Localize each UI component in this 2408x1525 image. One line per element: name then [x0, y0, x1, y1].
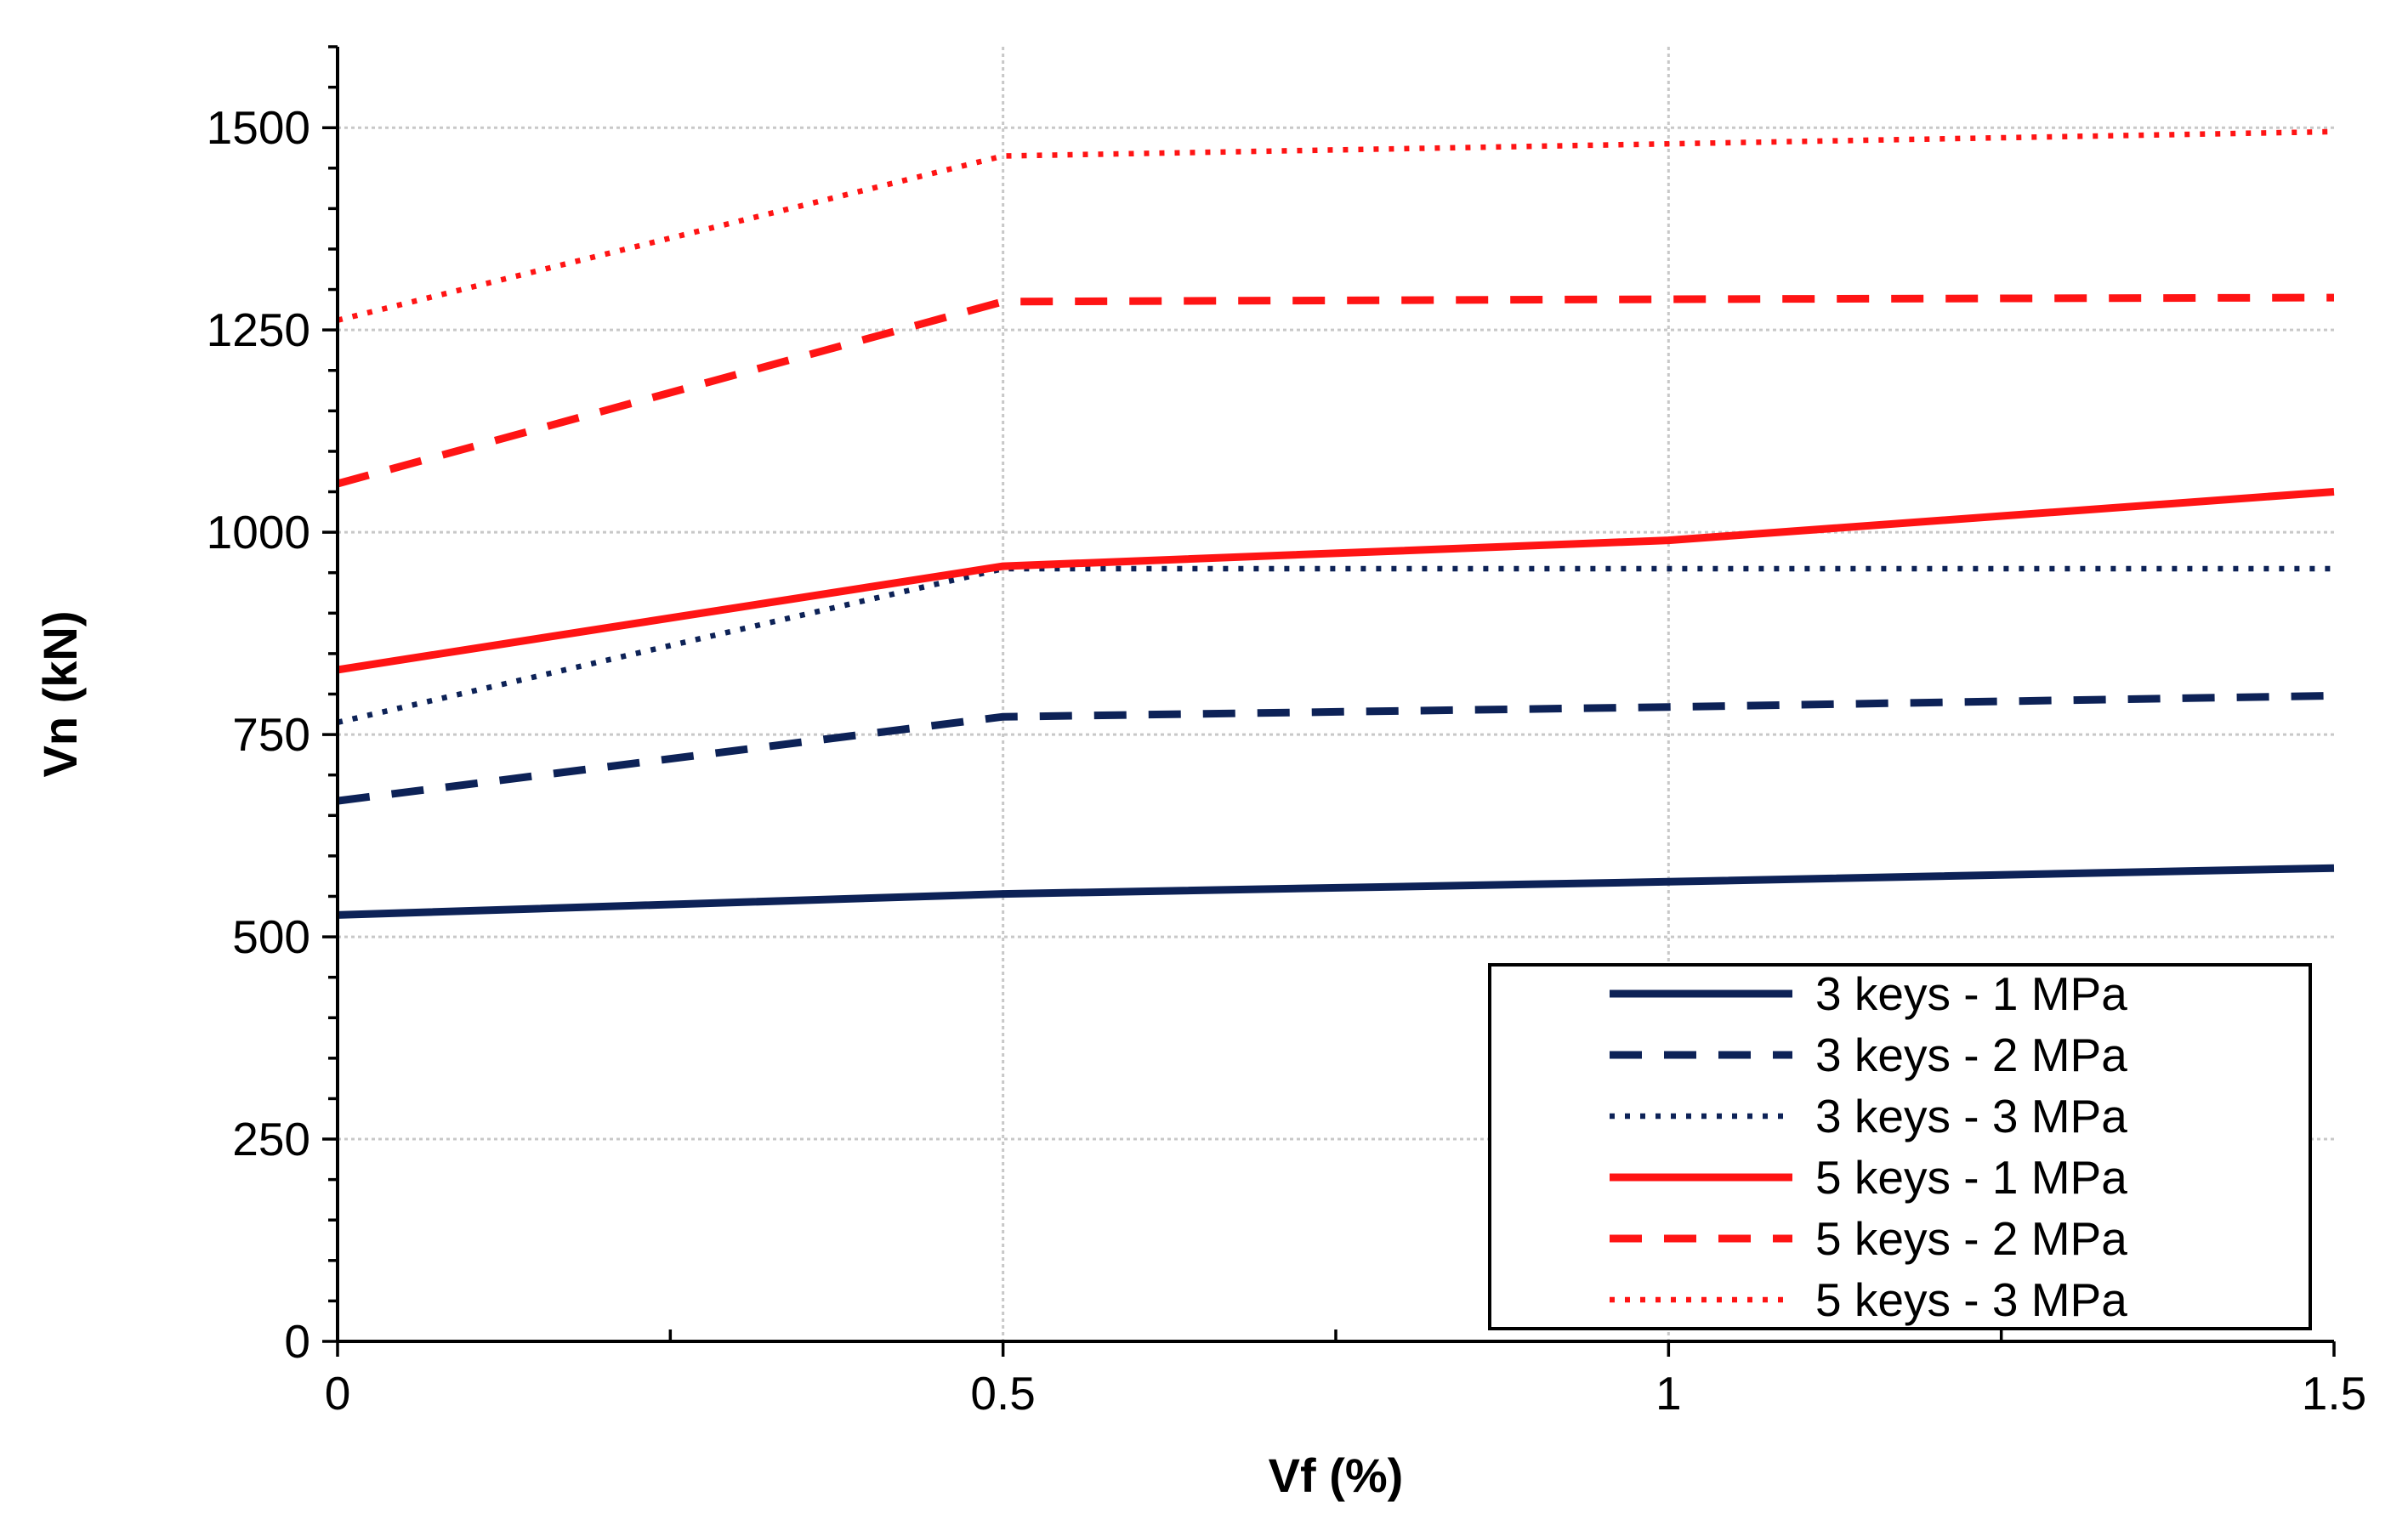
- legend-box: [1488, 963, 2312, 1330]
- series-line-3: [337, 565, 2334, 725]
- series-lines: [336, 128, 2335, 919]
- series-line-5: [336, 293, 2335, 488]
- y-tick-label: 1250: [207, 303, 310, 356]
- series-line-6: [337, 128, 2335, 323]
- legend-label-6: 5 keys - 3 MPa: [1815, 1273, 2127, 1326]
- legend: 3 keys - 1 MPa 3 keys - 2 MPa 3 keys - 3 M…: [1488, 963, 2312, 1330]
- tick-labels: 0 250 500 750 1000 1250 1500 0 0.5 1 1.5: [207, 101, 2367, 1420]
- series-line-4: [337, 488, 2335, 674]
- y-tick-label: 250: [232, 1113, 310, 1165]
- series-line-1: [337, 864, 2335, 919]
- grid-lines: [338, 47, 2334, 1341]
- legend-label-2: 3 keys - 2 MPa: [1815, 1029, 2127, 1081]
- legend-label-4: 5 keys - 1 MPa: [1815, 1151, 2127, 1204]
- x-tick-label: 0: [325, 1367, 351, 1420]
- legend-label-3: 3 keys - 3 MPa: [1815, 1090, 2127, 1142]
- legend-label-1: 3 keys - 1 MPa: [1815, 967, 2127, 1020]
- y-tick-label: 1000: [207, 506, 310, 558]
- y-tick-label: 750: [232, 708, 310, 761]
- y-tick-label: 0: [284, 1315, 310, 1368]
- y-tick-label: 1500: [207, 101, 310, 154]
- y-tick-label: 500: [232, 910, 310, 963]
- axes: [322, 45, 2336, 1357]
- x-tick-label: 1: [1656, 1367, 1682, 1420]
- x-tick-label: 0.5: [970, 1367, 1035, 1420]
- y-axis-title: Vn (kN): [33, 611, 87, 778]
- x-axis-title: Vf (%): [1269, 1448, 1404, 1502]
- legend-label-5: 5 keys - 2 MPa: [1815, 1212, 2127, 1265]
- series-line-2: [337, 691, 2335, 805]
- x-tick-label: 1.5: [2302, 1367, 2366, 1420]
